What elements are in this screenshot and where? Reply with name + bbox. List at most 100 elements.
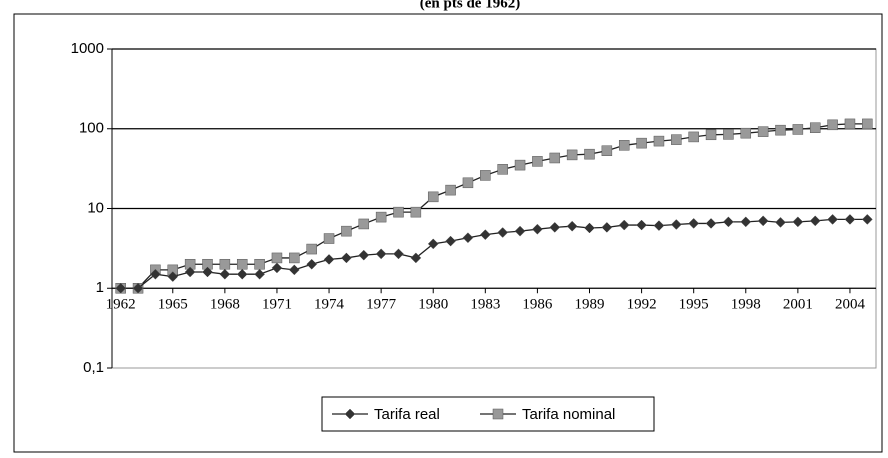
legend-marker (344, 408, 356, 420)
marker (462, 177, 474, 189)
marker (236, 268, 248, 280)
marker (323, 254, 335, 265)
x-tick-label: 1971 (262, 297, 292, 313)
marker (809, 122, 821, 133)
marker (618, 219, 630, 231)
marker (497, 164, 508, 175)
marker (497, 227, 509, 238)
marker (202, 266, 213, 278)
marker (566, 220, 578, 232)
marker (723, 129, 734, 140)
marker (254, 258, 265, 270)
marker (341, 225, 352, 237)
y-tick-label: 100 (79, 120, 104, 137)
x-tick-label: 1962 (106, 297, 136, 313)
marker (427, 238, 439, 250)
marker (375, 211, 387, 223)
marker (150, 268, 161, 280)
x-tick-label: 1983 (470, 297, 500, 313)
marker (618, 140, 630, 151)
marker (862, 118, 873, 130)
marker (671, 134, 682, 145)
marker (549, 222, 561, 233)
y-tick-label: 10 (87, 199, 104, 216)
marker (792, 216, 804, 228)
marker (740, 127, 752, 139)
marker (341, 252, 352, 264)
x-tick-label: 1989 (575, 297, 605, 313)
marker (393, 206, 404, 218)
marker (827, 214, 838, 225)
marker (532, 156, 543, 167)
x-tick-label: 1986 (522, 297, 553, 313)
marker (653, 135, 665, 147)
x-tick-label: 1998 (731, 297, 761, 313)
marker (636, 219, 647, 231)
legend-label: Tarifa real (374, 406, 440, 423)
marker (514, 159, 526, 171)
marker (271, 252, 283, 264)
marker (410, 252, 422, 264)
x-tick-label: 1968 (210, 297, 240, 313)
x-tick-label: 2001 (783, 297, 813, 313)
marker (219, 258, 231, 270)
marker (757, 215, 769, 227)
marker (288, 264, 300, 276)
marker (584, 148, 595, 160)
marker (254, 268, 265, 280)
marker (375, 248, 387, 260)
marker (479, 229, 491, 241)
x-tick-label: 1977 (366, 297, 397, 313)
marker (688, 131, 699, 143)
marker (445, 184, 456, 196)
marker (184, 266, 196, 278)
chart-title: (en pts de 1962) (420, 0, 520, 11)
marker (775, 217, 786, 228)
marker (584, 222, 595, 234)
marker (601, 222, 613, 233)
x-tick-label: 2004 (835, 297, 866, 313)
marker (514, 225, 526, 237)
marker (480, 170, 491, 181)
x-tick-label: 1980 (418, 297, 448, 313)
marker (827, 119, 838, 131)
marker (358, 249, 370, 261)
marker (219, 268, 231, 280)
y-tick-label: 1 (96, 279, 104, 296)
marker (462, 232, 474, 244)
marker (393, 248, 404, 260)
marker (653, 220, 665, 231)
legend-label: Tarifa nominal (522, 406, 615, 423)
marker (167, 271, 179, 282)
marker (410, 206, 422, 218)
marker (132, 282, 144, 294)
marker (236, 258, 248, 270)
marker (740, 216, 752, 228)
x-tick-label: 1995 (679, 297, 709, 313)
marker (792, 124, 804, 135)
marker (757, 126, 769, 137)
marker (115, 282, 127, 294)
marker (723, 216, 734, 228)
marker (775, 124, 786, 136)
marker (636, 137, 647, 149)
x-tick-label: 1974 (314, 297, 345, 313)
marker (306, 258, 318, 270)
marker (705, 218, 717, 229)
marker (844, 214, 856, 225)
x-tick-label: 1992 (627, 297, 657, 313)
x-tick-label: 1965 (158, 297, 188, 313)
marker (445, 235, 456, 247)
legend-marker (492, 408, 504, 420)
marker (861, 214, 873, 225)
marker (532, 223, 543, 235)
marker (601, 145, 613, 156)
marker (323, 233, 335, 244)
marker (358, 218, 370, 230)
marker (705, 129, 717, 141)
marker (427, 191, 439, 203)
y-tick-label: 0,1 (83, 359, 104, 376)
marker (289, 252, 300, 264)
marker (549, 152, 561, 164)
